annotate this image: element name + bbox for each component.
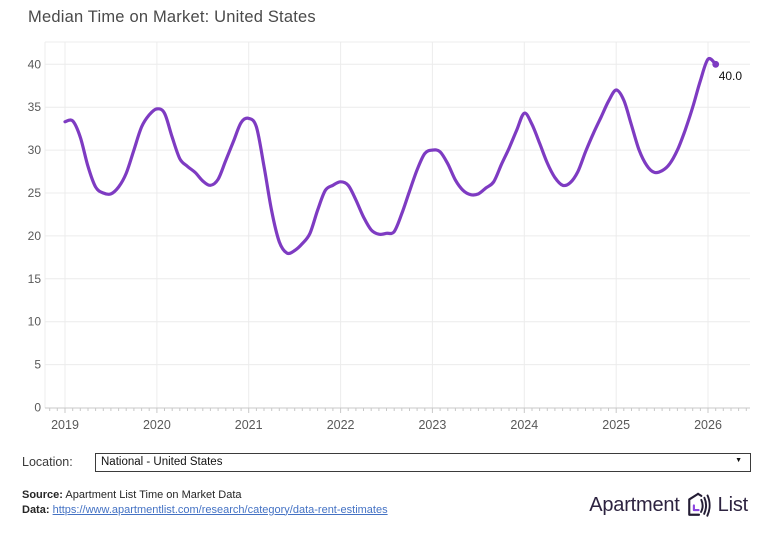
svg-text:25: 25 [28, 186, 42, 200]
source-label: Source: [22, 489, 63, 501]
svg-text:2021: 2021 [235, 418, 263, 432]
svg-text:0: 0 [34, 401, 41, 415]
svg-text:40: 40 [28, 57, 42, 71]
svg-text:2022: 2022 [327, 418, 355, 432]
data-line: Data: https://www.apartmentlist.com/rese… [22, 503, 388, 518]
svg-text:2023: 2023 [418, 418, 446, 432]
svg-text:2024: 2024 [510, 418, 538, 432]
svg-text:2020: 2020 [143, 418, 171, 432]
logo-word-apartment: Apartment [589, 493, 680, 516]
svg-text:35: 35 [28, 100, 42, 114]
x-axis [45, 407, 750, 413]
location-select[interactable]: National - United States [95, 452, 751, 472]
logo-word-list: List [717, 493, 749, 516]
end-point-marker [712, 60, 720, 68]
gridlines [44, 41, 750, 408]
attribution: Source: Apartment List Time on Market Da… [22, 488, 388, 517]
data-link[interactable]: https://www.apartmentlist.com/research/c… [52, 503, 388, 516]
y-axis-labels: 0 5 10 15 20 25 30 35 40 [28, 57, 42, 414]
source-line: Source: Apartment List Time on Market Da… [22, 488, 388, 503]
apartment-list-logo: Apartment List [589, 492, 748, 518]
series-line [63, 56, 718, 256]
svg-text:2019: 2019 [51, 418, 79, 432]
svg-text:2025: 2025 [602, 418, 630, 432]
end-point-label: 40.0 [719, 69, 743, 83]
svg-text:10: 10 [28, 315, 42, 329]
location-label: Location: [22, 455, 73, 469]
x-axis-labels: 2019 2020 2021 2022 2023 2024 2025 2026 [51, 418, 722, 432]
apartment-list-house-icon [687, 492, 711, 517]
page-title: Median Time on Market: United States [28, 8, 316, 26]
svg-text:15: 15 [28, 272, 42, 286]
svg-text:20: 20 [28, 229, 42, 243]
svg-text:2026: 2026 [694, 418, 722, 432]
data-label: Data: [22, 503, 50, 516]
svg-text:30: 30 [28, 143, 42, 157]
svg-text:5: 5 [34, 358, 41, 372]
location-select-wrap: National - United States ▼ [95, 452, 751, 472]
source-text: Apartment List Time on Market Data [65, 489, 242, 501]
